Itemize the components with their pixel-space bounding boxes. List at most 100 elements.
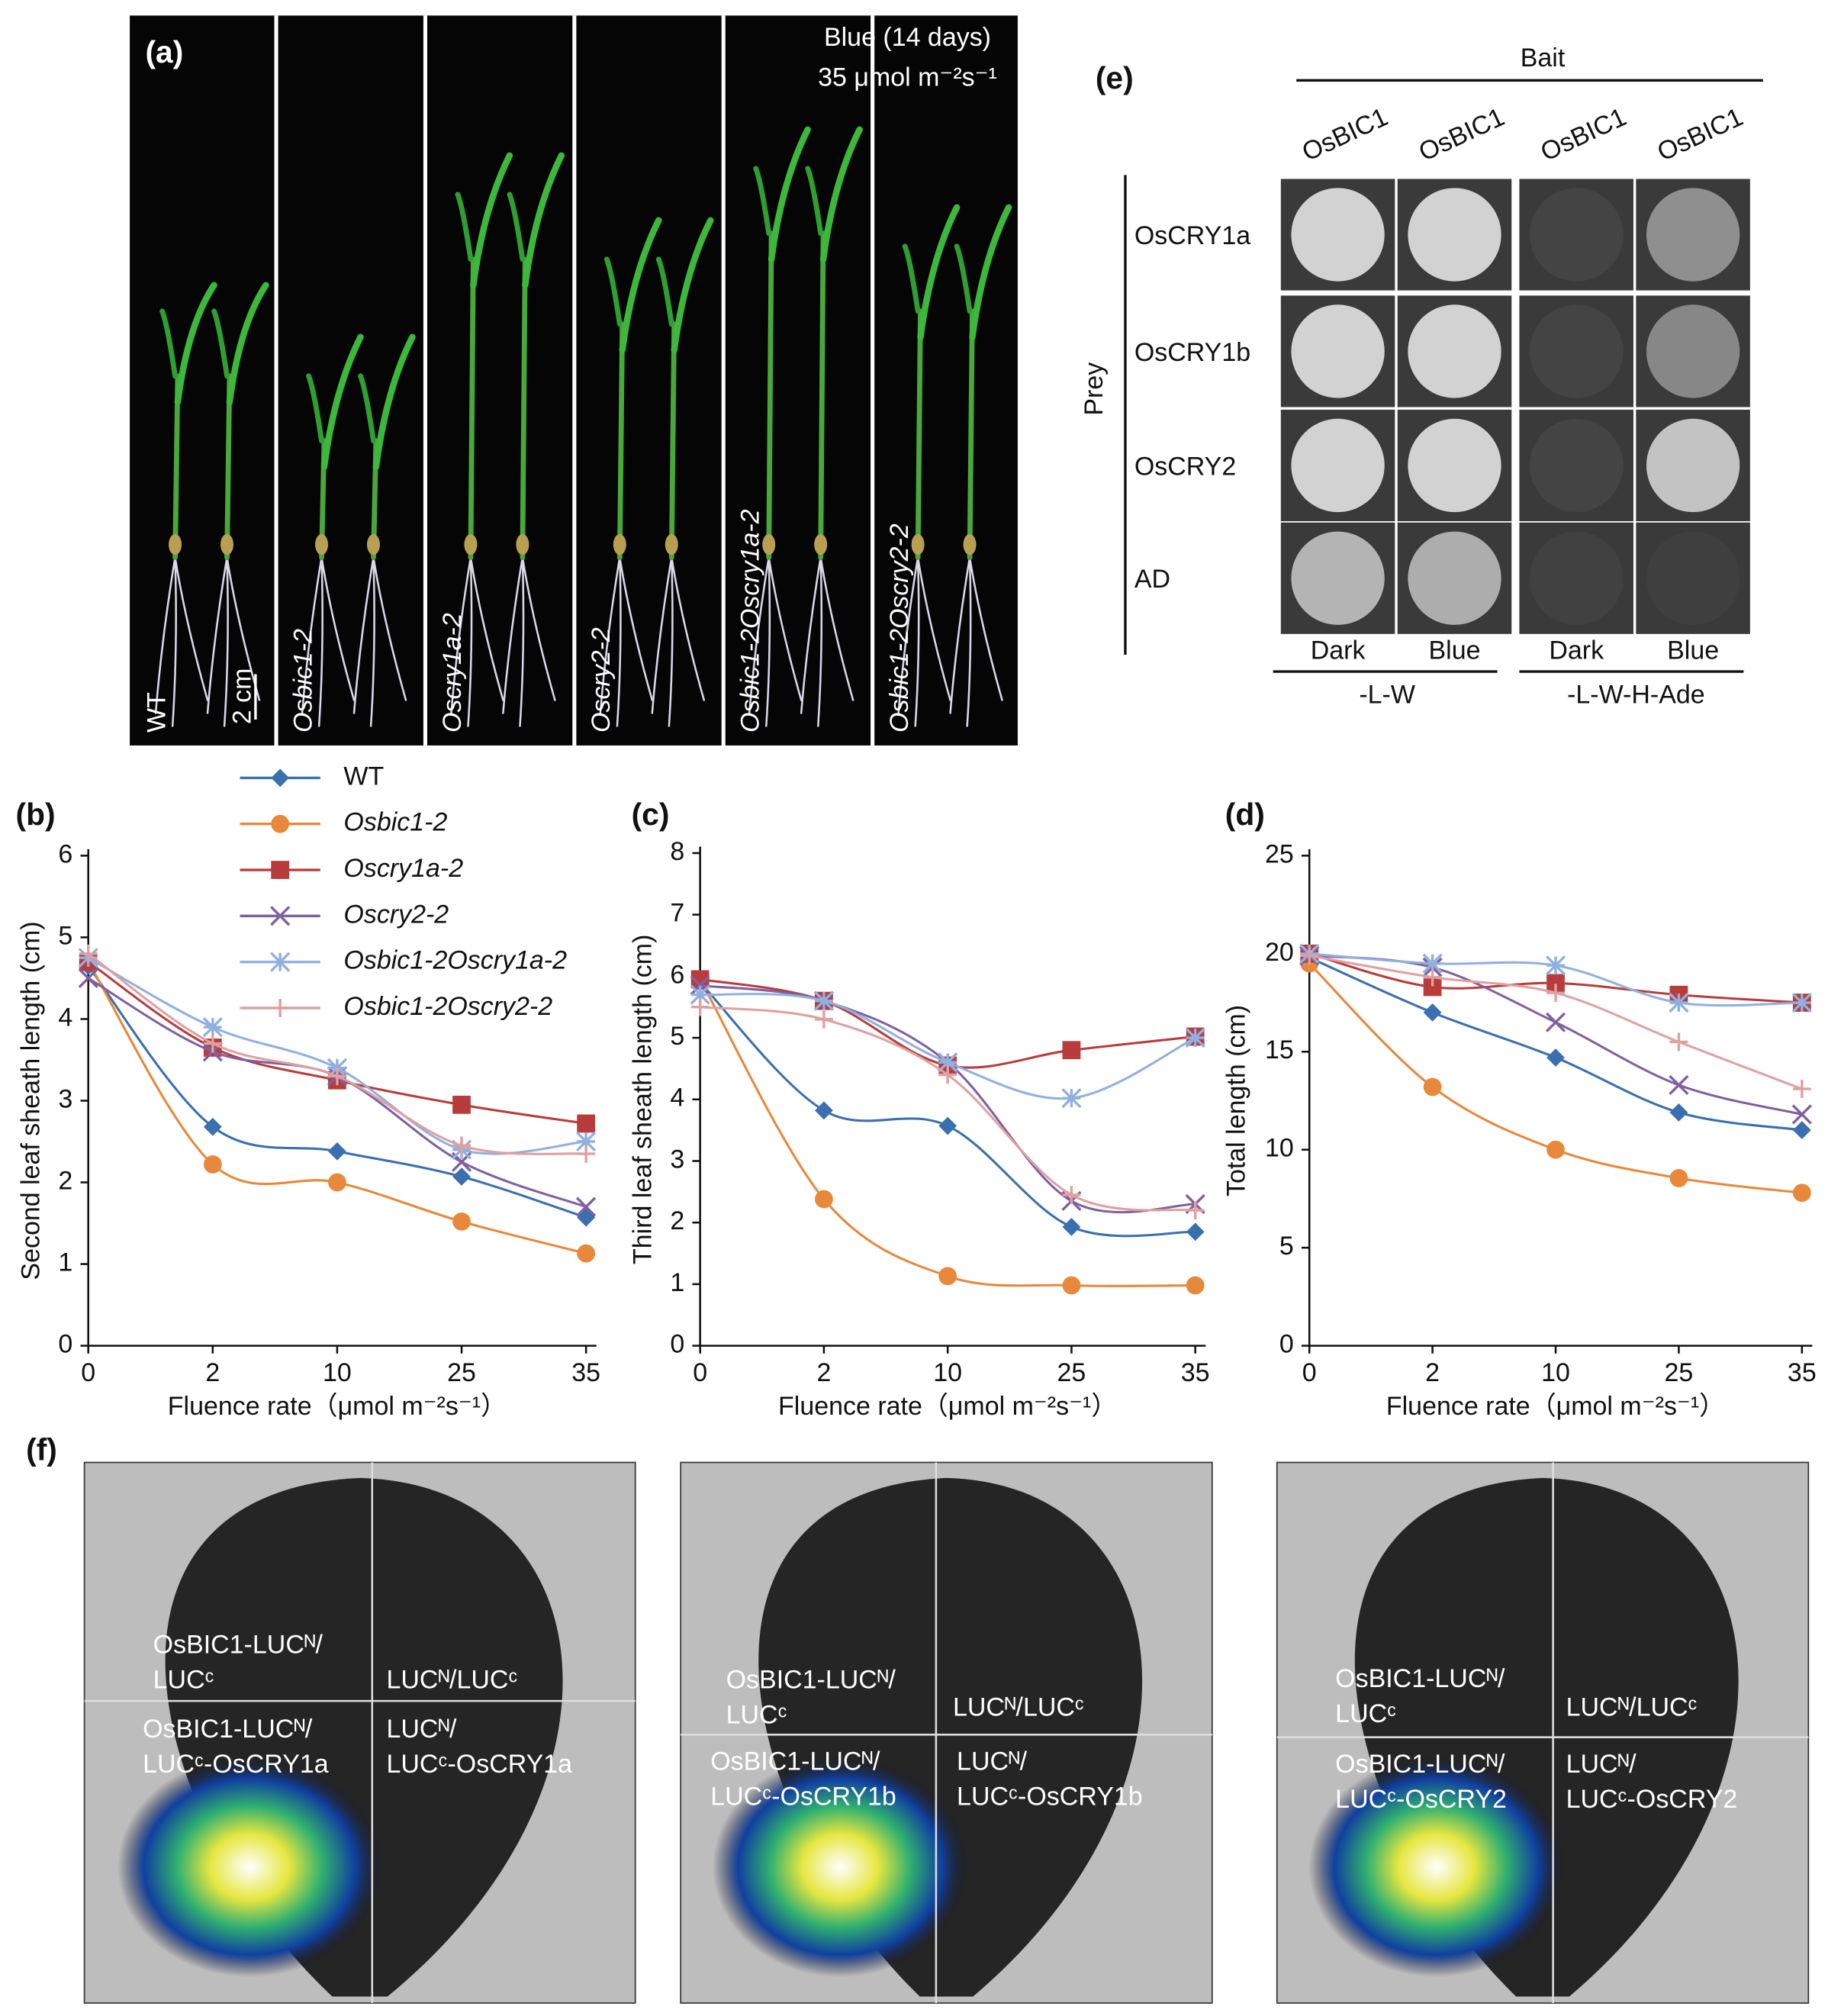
construct-label: LUCᴺ/LUCᶜ bbox=[1566, 1692, 1698, 1721]
y-axis-label: Third leaf sheath length (cm) bbox=[629, 935, 658, 1264]
y-tick-label: 5 bbox=[670, 1022, 684, 1051]
marker bbox=[271, 999, 290, 1017]
panel-label: (c) bbox=[632, 797, 670, 832]
leaf bbox=[470, 152, 513, 289]
panel-label: (e) bbox=[1096, 60, 1134, 95]
marker bbox=[1546, 974, 1565, 993]
condition-label: Dark bbox=[1311, 636, 1366, 665]
genotype-label: WT bbox=[142, 692, 171, 733]
yeast-spot bbox=[1530, 304, 1624, 398]
y-tick-label: 1 bbox=[670, 1268, 684, 1297]
construct-label: LUCᶜ-OsCRY2 bbox=[1566, 1785, 1738, 1814]
series-line bbox=[87, 961, 587, 1125]
stem bbox=[668, 321, 677, 560]
marker bbox=[577, 1244, 596, 1263]
y-tick-label: 7 bbox=[670, 899, 684, 928]
legend-label: Osbic1-2 bbox=[343, 808, 447, 837]
bait-label: Bait bbox=[1521, 43, 1566, 72]
root bbox=[450, 556, 504, 727]
x-tick-label: 35 bbox=[1181, 1358, 1210, 1387]
construct-label: OsBIC1-LUCᴺ/ bbox=[143, 1715, 313, 1744]
construct-label: LUCᴺ/ bbox=[1566, 1750, 1637, 1779]
seed bbox=[516, 534, 529, 556]
x-tick-label: 25 bbox=[1057, 1358, 1086, 1387]
y-tick-label: 20 bbox=[1265, 938, 1294, 967]
x-tick-label: 10 bbox=[323, 1358, 352, 1387]
seed bbox=[464, 534, 478, 556]
marker bbox=[576, 1196, 597, 1217]
marker bbox=[690, 984, 710, 1005]
marker bbox=[577, 1114, 596, 1133]
construct-label: LUCᶜ bbox=[1335, 1699, 1396, 1728]
seed bbox=[613, 534, 626, 556]
series-line bbox=[87, 961, 587, 1255]
yeast-spot bbox=[1291, 418, 1385, 513]
fluence: 35 μmol m⁻²s⁻¹ bbox=[818, 63, 997, 92]
leaf bbox=[174, 282, 217, 405]
marker bbox=[452, 1136, 471, 1155]
construct-label: LUCᴺ/ bbox=[957, 1747, 1028, 1776]
panel-label: (d) bbox=[1225, 797, 1265, 832]
column-label: OsBIC1 bbox=[1653, 102, 1748, 167]
series-line bbox=[700, 1006, 1196, 1212]
construct-label: OsBIC1-LUCᴺ/ bbox=[1335, 1750, 1505, 1779]
marker bbox=[690, 970, 710, 989]
condition-label: Blue bbox=[1667, 636, 1719, 665]
seedlings bbox=[154, 126, 1012, 727]
root bbox=[949, 556, 1003, 727]
x-tick-label: 10 bbox=[1541, 1358, 1570, 1387]
y-tick-label: 4 bbox=[670, 1084, 684, 1113]
photo-separators bbox=[274, 15, 875, 746]
marker bbox=[1546, 1048, 1565, 1067]
root bbox=[599, 556, 654, 727]
seed bbox=[169, 534, 182, 556]
marker bbox=[1545, 955, 1566, 976]
marker bbox=[203, 1117, 222, 1136]
root bbox=[352, 556, 407, 727]
legend-label: Osbic1-2Oscry2-2 bbox=[343, 992, 552, 1021]
y-axis-label: Total length (cm) bbox=[1222, 1005, 1251, 1196]
leaf bbox=[320, 333, 364, 470]
marker bbox=[1423, 968, 1442, 987]
y-tick-label: 15 bbox=[1265, 1035, 1294, 1064]
leaf bbox=[226, 282, 269, 405]
y-tick-label: 3 bbox=[58, 1084, 72, 1113]
marker bbox=[1062, 1217, 1081, 1236]
leaf bbox=[211, 308, 230, 379]
seed bbox=[315, 534, 329, 556]
x-tick-label: 2 bbox=[205, 1358, 220, 1387]
leaf bbox=[954, 243, 973, 314]
marker bbox=[270, 952, 291, 972]
yeast-spot bbox=[1646, 188, 1740, 282]
luminescence bbox=[712, 1757, 968, 1978]
x-tick-label: 35 bbox=[1788, 1358, 1817, 1387]
yeast-spot bbox=[1530, 531, 1624, 625]
genotype-label: Oscry2-2 bbox=[587, 627, 616, 733]
column-label: OsBIC1 bbox=[1298, 102, 1392, 167]
marker bbox=[813, 990, 835, 1011]
x-tick-label: 2 bbox=[816, 1358, 831, 1387]
root bbox=[502, 556, 556, 727]
root bbox=[301, 556, 356, 727]
construct-label: LUCᶜ-OsCRY1a bbox=[386, 1750, 572, 1779]
marker bbox=[1791, 1104, 1812, 1125]
column-label: OsBIC1 bbox=[1537, 102, 1631, 167]
marker bbox=[1669, 992, 1689, 1013]
stem bbox=[818, 230, 826, 560]
marker bbox=[1186, 1201, 1205, 1219]
y-tick-label: 6 bbox=[58, 839, 72, 868]
marker bbox=[1061, 1088, 1082, 1109]
y-tick-label: 8 bbox=[670, 837, 684, 866]
marker bbox=[938, 1116, 957, 1135]
leaf bbox=[753, 166, 772, 237]
y-tick-label: 6 bbox=[670, 960, 684, 989]
root bbox=[748, 556, 803, 727]
construct-label: LUCᴺ/LUCᶜ bbox=[386, 1666, 517, 1695]
marker bbox=[815, 1101, 833, 1120]
marker bbox=[1669, 1103, 1688, 1122]
media-label: -L-W bbox=[1359, 680, 1415, 709]
leaf bbox=[917, 204, 961, 340]
seed bbox=[220, 534, 234, 556]
marker bbox=[202, 1017, 223, 1038]
marker bbox=[938, 1267, 957, 1286]
